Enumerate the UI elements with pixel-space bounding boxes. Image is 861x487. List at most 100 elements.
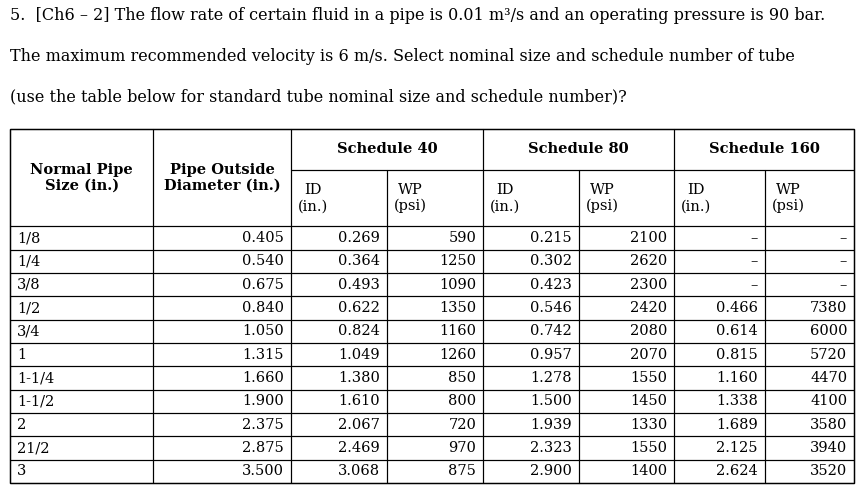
- Bar: [10, 250, 153, 273]
- Bar: [674, 297, 765, 320]
- Bar: [579, 273, 674, 297]
- Bar: [153, 390, 291, 413]
- Bar: [765, 366, 854, 390]
- Text: 5.  [Ch6 – 2] The flow rate of certain fluid in a pipe is 0.01 m³/s and an opera: 5. [Ch6 – 2] The flow rate of certain fl…: [10, 7, 826, 24]
- Text: 7380: 7380: [810, 301, 847, 315]
- Text: 1.338: 1.338: [715, 394, 758, 409]
- Text: 3940: 3940: [810, 441, 847, 455]
- Bar: [765, 320, 854, 343]
- Text: 1: 1: [17, 348, 27, 362]
- Text: –: –: [839, 278, 847, 292]
- Text: 1400: 1400: [630, 465, 667, 478]
- Text: (use the table below for standard tube nominal size and schedule number)?: (use the table below for standard tube n…: [10, 88, 627, 105]
- Text: 4470: 4470: [810, 371, 847, 385]
- Text: 3.500: 3.500: [242, 465, 284, 478]
- Bar: [674, 170, 765, 226]
- Text: 1/8: 1/8: [17, 231, 40, 245]
- Text: 2100: 2100: [630, 231, 667, 245]
- Bar: [483, 250, 579, 273]
- Bar: [10, 129, 854, 483]
- Text: 0.364: 0.364: [338, 254, 380, 268]
- Bar: [387, 170, 483, 226]
- Bar: [579, 436, 674, 460]
- Bar: [153, 366, 291, 390]
- Text: 0.614: 0.614: [716, 324, 758, 338]
- Bar: [483, 170, 579, 226]
- Bar: [387, 460, 483, 483]
- Bar: [674, 390, 765, 413]
- Text: WP
(psi): WP (psi): [585, 183, 618, 213]
- Text: 1.689: 1.689: [716, 418, 758, 432]
- Bar: [10, 297, 153, 320]
- Bar: [291, 343, 387, 366]
- Bar: [291, 320, 387, 343]
- Bar: [483, 320, 579, 343]
- Text: 21/2: 21/2: [17, 441, 50, 455]
- Bar: [291, 170, 387, 226]
- Bar: [579, 250, 674, 273]
- Bar: [153, 343, 291, 366]
- Bar: [674, 436, 765, 460]
- Text: 875: 875: [449, 465, 476, 478]
- Text: 1.939: 1.939: [530, 418, 572, 432]
- Text: 0.466: 0.466: [715, 301, 758, 315]
- Bar: [765, 250, 854, 273]
- Bar: [579, 297, 674, 320]
- Text: 0.957: 0.957: [530, 348, 572, 362]
- Text: 3580: 3580: [810, 418, 847, 432]
- Bar: [291, 226, 387, 250]
- Bar: [291, 390, 387, 413]
- Bar: [291, 460, 387, 483]
- Text: 2300: 2300: [630, 278, 667, 292]
- Text: 1.049: 1.049: [338, 348, 380, 362]
- Text: ID
(in.): ID (in.): [490, 183, 520, 213]
- Text: 2080: 2080: [630, 324, 667, 338]
- Bar: [10, 343, 153, 366]
- Text: The maximum recommended velocity is 6 m/s. Select nominal size and schedule numb: The maximum recommended velocity is 6 m/…: [10, 48, 796, 65]
- Bar: [579, 366, 674, 390]
- Bar: [10, 320, 153, 343]
- Bar: [153, 320, 291, 343]
- Bar: [153, 436, 291, 460]
- Text: 2070: 2070: [630, 348, 667, 362]
- Text: 2.323: 2.323: [530, 441, 572, 455]
- Text: 0.675: 0.675: [242, 278, 284, 292]
- Bar: [291, 273, 387, 297]
- Bar: [765, 343, 854, 366]
- Text: 0.840: 0.840: [242, 301, 284, 315]
- Bar: [387, 343, 483, 366]
- Bar: [153, 460, 291, 483]
- Text: 850: 850: [448, 371, 476, 385]
- Bar: [483, 413, 579, 436]
- Bar: [765, 436, 854, 460]
- Text: 1.278: 1.278: [530, 371, 572, 385]
- Text: 0.546: 0.546: [530, 301, 572, 315]
- Text: 2.375: 2.375: [243, 418, 284, 432]
- Text: Pipe Outside
Diameter (in.): Pipe Outside Diameter (in.): [164, 163, 281, 193]
- Text: 1260: 1260: [439, 348, 476, 362]
- Text: 1330: 1330: [630, 418, 667, 432]
- Text: 2.067: 2.067: [338, 418, 380, 432]
- Bar: [10, 226, 153, 250]
- Bar: [483, 226, 579, 250]
- Bar: [153, 129, 291, 226]
- Text: ID
(in.): ID (in.): [681, 183, 711, 213]
- Bar: [674, 250, 765, 273]
- Bar: [153, 226, 291, 250]
- Text: 2.900: 2.900: [530, 465, 572, 478]
- Bar: [387, 390, 483, 413]
- Bar: [483, 297, 579, 320]
- Bar: [153, 413, 291, 436]
- Text: 4100: 4100: [810, 394, 847, 409]
- Bar: [483, 273, 579, 297]
- Text: 0.215: 0.215: [530, 231, 572, 245]
- Text: 1.900: 1.900: [243, 394, 284, 409]
- Text: 0.815: 0.815: [716, 348, 758, 362]
- Bar: [674, 320, 765, 343]
- Bar: [10, 460, 153, 483]
- Bar: [765, 297, 854, 320]
- Text: 1.500: 1.500: [530, 394, 572, 409]
- Bar: [10, 273, 153, 297]
- Text: 3/4: 3/4: [17, 324, 40, 338]
- Bar: [483, 460, 579, 483]
